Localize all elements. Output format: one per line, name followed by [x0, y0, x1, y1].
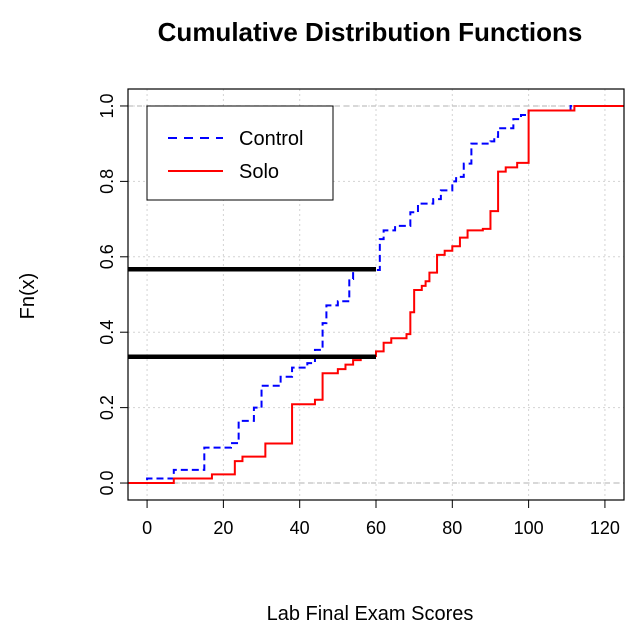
x-tick-label: 100 — [514, 518, 544, 538]
x-tick-label: 40 — [290, 518, 310, 538]
x-tick-label: 0 — [142, 518, 152, 538]
y-axis: 0.0 0.2 0.4 0.6 0.8 1.0 — [97, 93, 128, 496]
y-axis-label: Fn(x) — [17, 273, 39, 320]
x-tick-label: 120 — [590, 518, 620, 538]
x-tick-label: 60 — [366, 518, 386, 538]
y-tick-label: 1.0 — [97, 93, 117, 118]
reference-lines — [128, 266, 376, 359]
legend-box — [146, 105, 334, 201]
legend: Control Solo — [146, 105, 334, 201]
y-tick-label: 0.4 — [97, 320, 117, 345]
series-control-line — [128, 104, 624, 485]
series-layer — [128, 104, 624, 485]
y-tick-label: 0.8 — [97, 169, 117, 194]
y-tick-label: 0.6 — [97, 244, 117, 269]
x-axis-label: Lab Final Exam Scores — [267, 603, 474, 622]
chart-title: Cumulative Distribution Functions — [158, 17, 583, 47]
grid — [128, 89, 624, 500]
x-tick-label: 20 — [213, 518, 233, 538]
legend-label-solo: Solo — [239, 161, 279, 183]
x-tick-label: 80 — [442, 518, 462, 538]
x-axis: 0 20 40 60 80 100 120 — [142, 500, 620, 538]
series-solo-line — [128, 104, 624, 485]
y-tick-label: 0.0 — [97, 471, 117, 496]
legend-label-control: Control — [239, 128, 303, 150]
y-tick-label: 0.2 — [97, 395, 117, 420]
